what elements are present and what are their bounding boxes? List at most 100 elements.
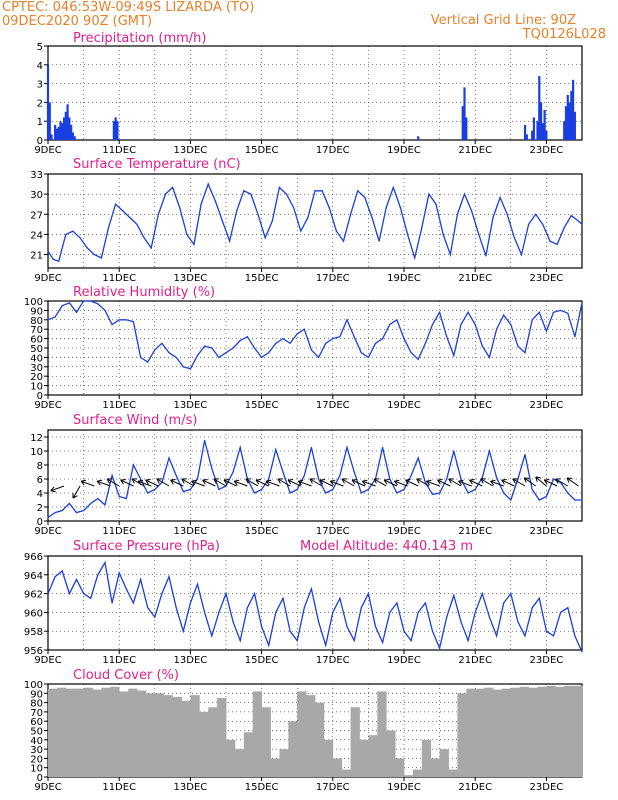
wind-arrow-head <box>233 480 238 486</box>
wind-point <box>310 446 313 449</box>
pressure-point <box>47 593 49 595</box>
model-altitude-label: Model Altitude: 440.143 m <box>300 539 473 554</box>
wind-arrow-head <box>480 478 484 484</box>
wind-arrow-head <box>234 479 240 482</box>
wind-arrow-head <box>501 479 507 481</box>
pressure-point <box>268 644 270 646</box>
temperature-point <box>143 237 145 239</box>
wind-arrow-shaft <box>181 478 195 487</box>
pressure-point <box>246 607 248 609</box>
wind-arrow-head <box>80 480 85 486</box>
wind-arrow-shaft <box>383 479 398 487</box>
wind-arrow-head <box>383 479 388 485</box>
temperature-xtick-label: 15DEC <box>245 273 279 284</box>
wind-arrow-head <box>50 490 56 493</box>
wind-point <box>446 478 448 480</box>
wind-arrow-shaft <box>120 479 134 487</box>
wind-arrow-head <box>309 478 313 484</box>
wind-point <box>481 477 483 479</box>
cloud-bar <box>537 686 547 777</box>
temperature-point <box>129 217 131 219</box>
pressure-point <box>424 602 426 604</box>
pressure-frame <box>47 555 583 651</box>
humidity-point <box>232 347 234 349</box>
temperature-point <box>485 255 487 257</box>
humidity-point <box>446 336 448 338</box>
pressure-point <box>83 593 85 595</box>
wind-xtick-label: 9DEC <box>34 526 61 537</box>
wind-point <box>154 488 156 491</box>
wind-point <box>431 493 434 495</box>
pressure-point <box>552 635 555 637</box>
humidity-point <box>339 336 341 338</box>
temperature-point <box>357 190 359 192</box>
precipitation-bar <box>539 102 543 140</box>
pressure-xtick-label: 23DEC <box>530 655 564 666</box>
humidity-ytick-label: 40 <box>30 353 43 364</box>
humidity-point <box>545 330 548 332</box>
wind-frame <box>47 429 583 522</box>
humidity-point <box>325 342 327 344</box>
wind-arrow-head <box>266 479 272 482</box>
cloud-bar <box>341 769 351 777</box>
wind-arrow-shaft <box>351 479 366 487</box>
wind-point <box>460 478 462 480</box>
humidity-ytick-label: 80 <box>30 316 43 327</box>
wind-point <box>268 478 270 480</box>
temperature-xtick-label: 13DEC <box>174 273 208 284</box>
cloud-bar <box>83 687 93 777</box>
wind-arrow-head <box>490 480 495 486</box>
precipitation-bar <box>48 102 51 140</box>
wind-arrow-head <box>361 480 366 486</box>
wind-point <box>317 478 320 480</box>
humidity-point <box>353 336 355 338</box>
temperature-point <box>186 233 188 236</box>
cloud-bar <box>493 689 503 777</box>
precipitation-bar <box>112 121 115 140</box>
wind-arrow-head <box>191 479 197 482</box>
wind-point <box>303 474 305 477</box>
temperature-point <box>157 213 159 215</box>
wind-point <box>524 453 526 456</box>
wind-arrow-head <box>384 479 390 481</box>
temperature-point <box>207 183 209 185</box>
pressure-point <box>403 630 405 632</box>
pressure-point <box>538 597 540 599</box>
humidity-point <box>332 338 334 340</box>
wind-point <box>261 488 263 491</box>
pressure-point <box>524 635 526 637</box>
humidity-point <box>488 356 491 358</box>
pressure-point <box>545 630 548 632</box>
wind-arrow-shaft <box>156 478 170 487</box>
precipitation-xtick-label: 21DEC <box>458 145 492 156</box>
wind-arrow-shaft <box>96 480 111 487</box>
cloud-ytick-label: 50 <box>30 727 43 738</box>
wind-point <box>211 467 213 470</box>
wind-ytick-label: 4 <box>37 489 43 500</box>
wind-arrow-head <box>120 479 124 485</box>
wind-arrow-shaft <box>535 476 547 487</box>
humidity-point <box>417 358 419 360</box>
pressure-point <box>488 616 491 618</box>
temperature-point <box>236 210 238 212</box>
pressure-point <box>367 593 369 595</box>
temperature-xtick-label: 17DEC <box>316 273 350 284</box>
wind-arrow-head <box>394 480 398 486</box>
pressure-point <box>232 621 234 623</box>
precipitation-bar <box>66 104 69 140</box>
temperature-point <box>456 213 458 215</box>
pressure-point <box>581 651 583 653</box>
humidity-point <box>303 328 305 330</box>
pressure-point <box>239 640 241 642</box>
wind-point <box>118 495 120 498</box>
wind-xtick-label: 19DEC <box>387 526 421 537</box>
wind-point <box>503 492 505 494</box>
temperature-point <box>250 193 252 195</box>
wind-arrow-shaft <box>544 479 558 487</box>
precipitation-bar <box>417 136 420 140</box>
cloud-bar <box>421 739 432 777</box>
humidity-point <box>581 302 583 304</box>
cloud-xtick-label: 23DEC <box>530 782 564 793</box>
cloud-bar <box>448 769 458 777</box>
pressure-point <box>481 593 483 595</box>
